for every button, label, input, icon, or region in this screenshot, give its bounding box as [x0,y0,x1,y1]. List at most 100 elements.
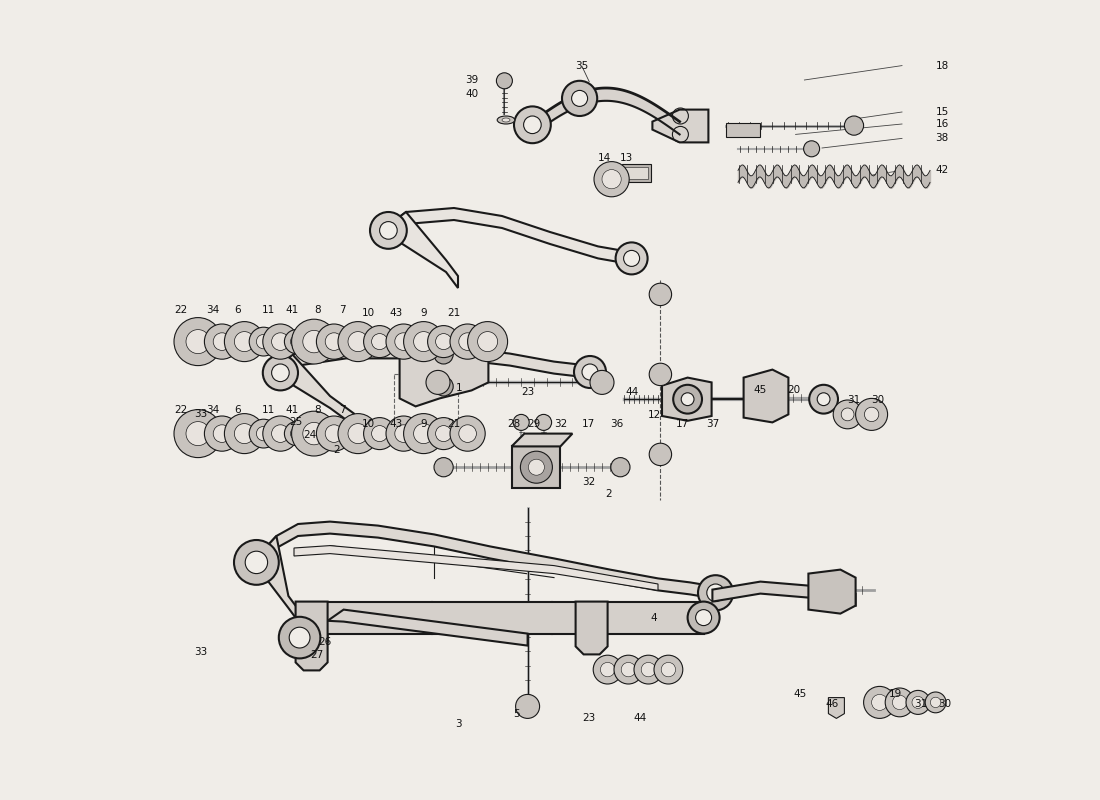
Text: 23: 23 [582,713,595,722]
Circle shape [886,688,914,717]
Text: 29: 29 [527,419,540,429]
Polygon shape [282,354,354,426]
Circle shape [186,330,210,354]
Polygon shape [294,546,658,590]
Circle shape [864,686,895,718]
Text: 36: 36 [609,419,623,429]
Circle shape [370,212,407,249]
Circle shape [428,326,460,358]
Text: 30: 30 [871,395,884,405]
Circle shape [414,424,433,443]
Text: 6: 6 [234,406,241,415]
Text: 30: 30 [938,699,952,709]
Polygon shape [575,602,607,654]
Text: 16: 16 [935,119,948,129]
Circle shape [379,222,397,239]
Circle shape [348,331,369,352]
Circle shape [372,334,387,350]
Circle shape [450,416,485,451]
Bar [726,123,760,137]
Text: 27: 27 [310,650,323,660]
Circle shape [338,322,378,362]
Text: 26: 26 [318,637,331,646]
Circle shape [234,424,254,443]
Circle shape [707,584,725,602]
Ellipse shape [502,118,510,122]
Text: 34: 34 [206,305,219,314]
Text: 11: 11 [262,406,275,415]
Circle shape [649,443,672,466]
Text: 33: 33 [194,647,207,657]
Text: 17: 17 [675,419,689,429]
Text: 32: 32 [553,419,566,429]
Circle shape [925,692,946,713]
Polygon shape [328,610,528,646]
Text: 45: 45 [794,689,807,698]
Circle shape [602,170,621,189]
Polygon shape [282,346,588,378]
Circle shape [590,370,614,394]
Circle shape [213,333,231,350]
Text: 35: 35 [575,62,589,71]
Ellipse shape [497,116,515,124]
Circle shape [302,330,326,353]
Text: 1: 1 [456,383,463,393]
Text: 9: 9 [420,308,427,318]
Circle shape [574,356,606,388]
Circle shape [514,414,529,430]
Circle shape [348,424,369,443]
Circle shape [634,655,663,684]
Circle shape [213,425,231,442]
Circle shape [695,610,712,626]
Circle shape [871,694,888,710]
Circle shape [616,242,648,274]
Circle shape [434,345,453,364]
Circle shape [468,322,507,362]
Circle shape [395,425,412,442]
Circle shape [536,414,551,430]
Circle shape [174,318,222,366]
Circle shape [817,393,830,406]
Polygon shape [808,570,856,614]
Circle shape [833,400,862,429]
Circle shape [426,370,450,394]
Circle shape [477,331,497,352]
Text: 6: 6 [234,305,241,314]
Circle shape [688,602,719,634]
Circle shape [272,425,289,442]
Circle shape [250,327,278,356]
Circle shape [395,333,412,350]
Circle shape [245,551,267,574]
Polygon shape [390,212,458,288]
Text: 14: 14 [597,153,611,162]
Circle shape [263,416,298,451]
Text: 9: 9 [420,419,427,429]
Circle shape [649,283,672,306]
Circle shape [804,141,820,157]
Text: 41: 41 [286,305,299,314]
Circle shape [673,385,702,414]
Circle shape [290,427,303,439]
Circle shape [263,324,298,359]
Circle shape [428,418,460,450]
Circle shape [434,377,453,396]
Circle shape [292,319,337,364]
Text: 34: 34 [206,406,219,415]
Polygon shape [390,208,630,264]
Circle shape [621,662,636,677]
Text: 45: 45 [754,385,767,394]
Bar [621,164,651,182]
Circle shape [892,695,906,710]
Circle shape [520,451,552,483]
Circle shape [582,364,598,380]
Text: 42: 42 [935,166,948,175]
Polygon shape [713,582,856,606]
Text: 4: 4 [651,613,658,622]
Circle shape [256,426,271,441]
Text: 24: 24 [304,430,317,440]
Text: 46: 46 [826,699,839,709]
Text: 41: 41 [286,406,299,415]
Circle shape [285,422,308,446]
Polygon shape [258,536,328,642]
Circle shape [404,322,443,362]
